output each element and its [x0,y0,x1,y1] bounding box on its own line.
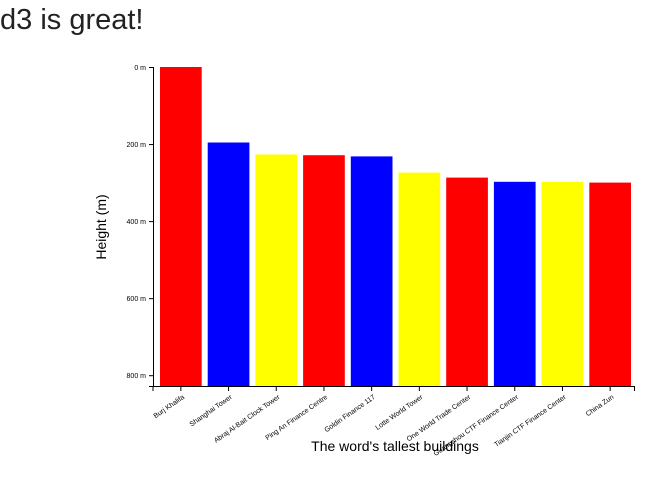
x-tick-label: China Zun [585,394,616,418]
bar-1 [160,67,202,386]
x-tick-label: Goldin Finance 117 [323,394,376,434]
y-tick-label: 200 m [127,142,147,149]
x-tick-label: Burj Khalifa [153,394,186,420]
bar-8 [493,181,536,386]
bar-10 [589,182,631,386]
bars-group [160,67,631,386]
y-axis: 0 m 200 m 400 m 600 m 800 m [127,65,154,387]
x-axis-title: The word's tallest buildings [311,438,479,454]
bar-2 [207,142,250,386]
bar-3 [255,154,298,386]
x-tick-label: Shanghai Tower [189,394,235,429]
y-tick-label: 0 m [134,65,146,72]
bar-7 [446,177,488,386]
y-axis-line [149,67,154,387]
y-tick-label: 400 m [127,219,147,226]
bar-9 [541,181,584,386]
y-tick-label: 600 m [127,296,147,303]
bar-4 [303,155,345,386]
bar-5 [350,156,393,386]
bar-6 [398,172,441,386]
x-tick-label: Lotte World Tower [374,394,425,432]
x-axis-line [152,386,635,391]
page-title: d3 is great! [0,4,144,36]
y-axis-title: Height (m) [93,194,109,259]
y-tick-label: 800 m [127,373,147,380]
